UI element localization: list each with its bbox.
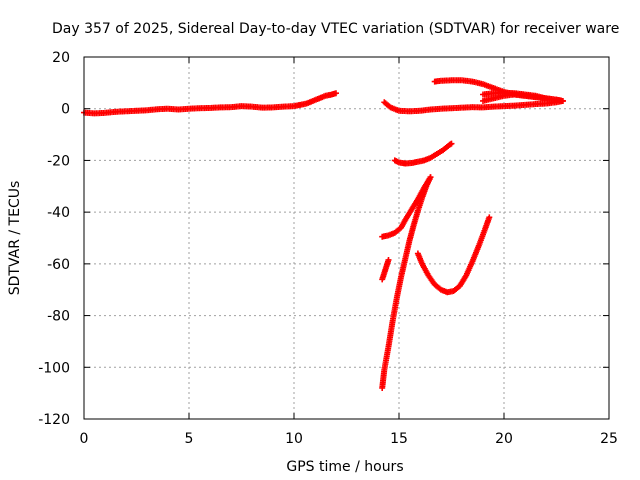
y-tick-label: 20: [52, 50, 70, 66]
data-point: [333, 90, 339, 97]
x-tick-label: 25: [600, 431, 618, 447]
x-tick-label: 15: [390, 431, 408, 447]
y-tick-label: -80: [47, 309, 70, 325]
y-tick-label: -40: [47, 205, 70, 221]
y-tick-label: -60: [47, 257, 70, 273]
axes: 0 5 10 15 20 25 -120 -100 -80 -60 -40 -20 0 20: [38, 50, 618, 447]
chart-title: Day 357 of 2025, Sidereal Day-to-day VTE…: [52, 21, 619, 37]
y-axis-title: SDTVAR / TECUs: [7, 181, 23, 296]
data-point: [486, 214, 493, 221]
x-tick-label: 0: [80, 431, 89, 447]
data-point: [385, 256, 392, 263]
data-point: [448, 140, 455, 147]
x-tick-label: 10: [285, 431, 303, 447]
y-tick-label: -20: [47, 153, 70, 169]
plot-frame: [83, 56, 610, 420]
y-tick-label: -120: [38, 412, 70, 428]
x-tick-label: 20: [495, 431, 513, 447]
data-point: [559, 97, 566, 104]
x-axis-title: GPS time / hours: [286, 459, 403, 475]
y-tick-label: -100: [38, 360, 70, 376]
data-point: [543, 95, 549, 102]
data-point: [427, 174, 434, 181]
data-points: [81, 77, 566, 391]
y-tick-label: 0: [61, 102, 70, 118]
grid: [84, 57, 609, 419]
x-tick-label: 5: [185, 431, 194, 447]
